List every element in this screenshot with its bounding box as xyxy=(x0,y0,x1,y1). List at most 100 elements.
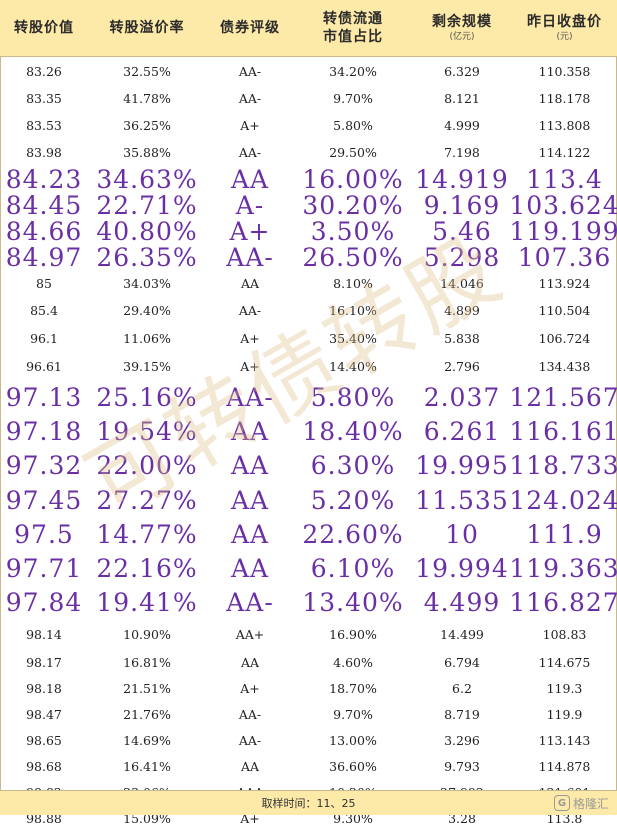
table-cell: 4.899 xyxy=(444,302,480,318)
column-header-label: 昨日收盘价 xyxy=(527,14,602,30)
column-header-unit: (元) xyxy=(556,32,573,42)
logo-text: 格隆汇 xyxy=(572,796,609,811)
table-cell: 114.675 xyxy=(538,654,591,670)
table-cell: 98.68 xyxy=(26,758,62,774)
table-row: 98.14 10.90% AA+ 16.90% 14.499 108.83 xyxy=(0,619,617,649)
table-row: 83.98 35.88% AA- 29.50% 7.198 114.122 xyxy=(0,139,617,166)
table-body: 83.26 32.55% AA- 34.20% 6.329 110.358 83.35 41.… xyxy=(0,57,617,831)
table-cell: 110.504 xyxy=(538,302,591,318)
table-cell: 21.76% xyxy=(123,706,171,722)
table-cell: 113.4 xyxy=(526,164,603,194)
table-row: 97.84 19.41% AA- 13.40% 4.499 116.827 xyxy=(0,585,617,619)
column-header-1: 转股溢价率 xyxy=(88,0,206,56)
table-cell: 14.046 xyxy=(440,275,484,291)
table-cell: 32.55% xyxy=(123,63,171,79)
table-cell: 84.23 xyxy=(5,164,83,194)
table-cell: 9.793 xyxy=(444,758,480,774)
table-row: 98.17 16.81% AA 4.60% 6.794 114.675 xyxy=(0,649,617,675)
table-cell: 119.199 xyxy=(509,216,617,246)
table-cell: AA- xyxy=(238,706,262,722)
table-cell: 16.10% xyxy=(329,302,377,318)
table-cell: 35.40% xyxy=(329,330,377,346)
table-header: 转股价值 转股溢价率 债券评级 转债流通 市值占比 剩余规模 (亿元) 昨日收盘价 (元) xyxy=(0,0,617,57)
table-cell: 10 xyxy=(445,519,479,549)
table-cell: 5.80% xyxy=(310,383,396,412)
table-cell: 11.535 xyxy=(415,485,509,515)
table-cell: 29.40% xyxy=(123,302,171,318)
table-cell: 97.32 xyxy=(5,451,83,480)
table-cell: 113.143 xyxy=(538,732,591,748)
table-cell: 110.358 xyxy=(538,63,591,79)
table-cell: 119.9 xyxy=(546,706,583,722)
table-cell: 98.17 xyxy=(26,654,62,670)
column-header-4: 剩余规模 (亿元) xyxy=(412,0,512,56)
table-cell: AA- xyxy=(226,383,274,412)
table-cell: 83.98 xyxy=(26,145,62,160)
table-cell: 14.499 xyxy=(440,626,484,642)
table-cell: 108.83 xyxy=(542,626,587,642)
table-cell: AA+ xyxy=(235,626,265,642)
table-cell: 26.35% xyxy=(96,242,198,272)
table-cell: AA- xyxy=(238,732,262,748)
table-cell: 85 xyxy=(36,275,52,291)
table-row: 97.32 22.00% AA 6.30% 19.995 118.733 xyxy=(0,448,617,483)
table-cell: A+ xyxy=(240,117,260,133)
column-header-unit: (亿元) xyxy=(449,32,475,42)
table-cell: 121.567 xyxy=(509,383,617,412)
table-cell: 4.60% xyxy=(333,654,373,670)
table-cell: 30.20% xyxy=(302,190,404,220)
table-cell: 27.27% xyxy=(96,485,198,515)
column-header-label: 转股价值 xyxy=(14,20,74,36)
table-cell: 98.14 xyxy=(26,626,62,642)
table-row: 84.66 40.80% A+ 3.50% 5.46 119.199 xyxy=(0,216,617,246)
table-cell: 118.733 xyxy=(509,451,617,480)
table-cell: 5.46 xyxy=(432,216,492,246)
table-cell: 84.66 xyxy=(5,216,83,246)
table-cell: 97.13 xyxy=(5,383,83,412)
table-cell: 97.84 xyxy=(5,587,83,617)
table-cell: 11.06% xyxy=(123,330,171,346)
table-cell: AA xyxy=(230,553,270,583)
table-cell: A+ xyxy=(240,358,260,374)
table-cell: 9.70% xyxy=(333,706,373,722)
table-row: 85.4 29.40% AA- 16.10% 4.899 110.504 xyxy=(0,296,617,324)
table-cell: AA xyxy=(240,275,260,291)
table-cell: 10.90% xyxy=(123,626,171,642)
table-cell: 35.88% xyxy=(123,145,171,160)
table-cell: A+ xyxy=(229,216,271,246)
table-row: 97.13 25.16% AA- 5.80% 2.037 121.567 xyxy=(0,380,617,415)
table-cell: 6.2 xyxy=(452,680,472,696)
table-cell: 34.20% xyxy=(329,63,377,79)
table-cell: AA xyxy=(240,654,260,670)
table-cell: 22.60% xyxy=(302,519,404,549)
table-cell: 97.18 xyxy=(5,417,83,446)
table-row: 97.5 14.77% AA 22.60% 10 111.9 xyxy=(0,517,617,551)
table-row: 98.18 21.51% A+ 18.70% 6.2 119.3 xyxy=(0,675,617,701)
table-cell: 6.10% xyxy=(310,553,396,583)
column-header-label: 剩余规模 xyxy=(432,14,492,30)
table-cell: 98.47 xyxy=(26,706,62,722)
table-cell: 4.999 xyxy=(444,117,480,133)
table-cell: 16.41% xyxy=(123,758,171,774)
table-cell: 106.724 xyxy=(538,330,591,346)
table-row: 83.26 32.55% AA- 34.20% 6.329 110.358 xyxy=(0,57,617,85)
table-cell: 2.037 xyxy=(423,383,501,412)
table-cell: 96.61 xyxy=(26,358,62,374)
table-cell: 119.3 xyxy=(546,680,583,696)
table-cell: 18.70% xyxy=(329,680,377,696)
table-cell: A+ xyxy=(240,680,260,696)
gelonghui-logo: G 格隆汇 xyxy=(553,794,609,812)
table-cell: 22.00% xyxy=(96,451,198,480)
table-cell: 18.40% xyxy=(302,417,404,446)
table-cell: 114.122 xyxy=(538,145,591,160)
table-cell: 9.169 xyxy=(423,190,501,220)
table-row: 98.68 16.41% AA 36.60% 9.793 114.878 xyxy=(0,753,617,779)
table-cell: 83.35 xyxy=(26,90,62,106)
table-cell: 14.77% xyxy=(96,519,198,549)
table-cell: 119.363 xyxy=(509,553,617,583)
table-cell: 40.80% xyxy=(96,216,198,246)
table-cell: AA- xyxy=(238,63,262,79)
table-cell: 107.36 xyxy=(517,242,612,272)
table-cell: 113.808 xyxy=(538,117,591,133)
table-cell: 116.161 xyxy=(509,417,617,446)
